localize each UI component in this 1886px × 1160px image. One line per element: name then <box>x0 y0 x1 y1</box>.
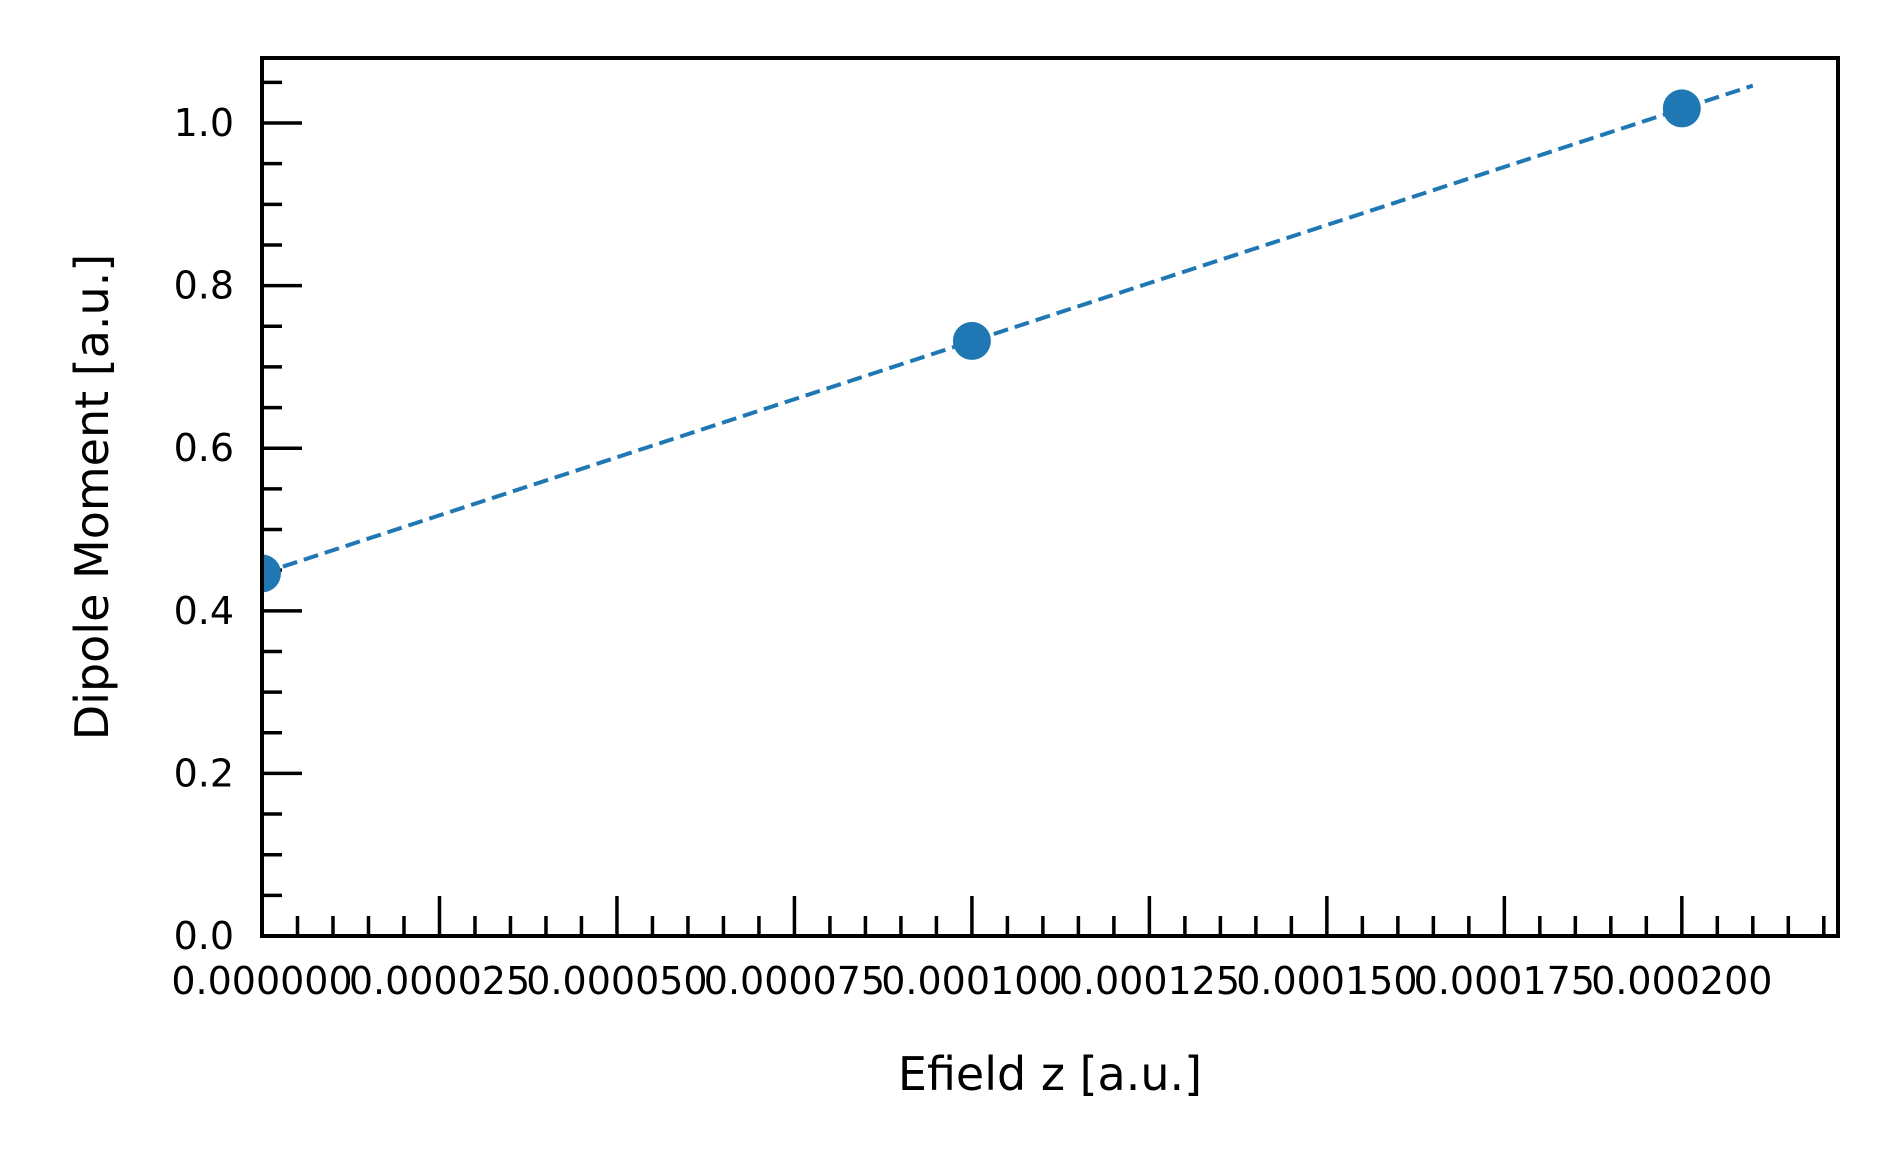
data-point <box>1662 89 1701 128</box>
x-tick-label: 0.000175 <box>1414 959 1595 1003</box>
y-tick-label: 0.4 <box>174 589 234 633</box>
minor-ticks <box>262 80 1826 936</box>
x-tick-label: 0.000125 <box>1059 959 1240 1003</box>
y-tick-label: 0.0 <box>174 914 234 958</box>
x-tick-label: 0.000050 <box>526 959 707 1003</box>
major-ticks <box>260 121 1684 938</box>
x-tick-label: 0.000150 <box>1236 959 1417 1003</box>
fit-line <box>262 83 1754 576</box>
x-axis-title: Efield z [a.u.] <box>898 1047 1202 1101</box>
x-tick-label: 0.000025 <box>349 959 530 1003</box>
x-tick-label: 0.000100 <box>881 959 1062 1003</box>
data-point <box>952 321 991 360</box>
data-point <box>262 554 281 593</box>
y-tick-label: 0.8 <box>174 264 234 308</box>
x-tick-label: 0.000075 <box>704 959 885 1003</box>
x-tick-label: 0.000000 <box>171 959 352 1003</box>
x-tick-labels: 0.0000000.0000250.0000500.0000750.000100… <box>171 959 1772 1003</box>
y-tick-label: 0.2 <box>174 751 234 795</box>
y-axis-title: Dipole Moment [a.u.] <box>65 254 119 740</box>
plot-frame <box>260 56 1840 938</box>
plot-content <box>262 83 1754 593</box>
x-tick-label: 0.000200 <box>1591 959 1772 1003</box>
y-tick-label: 0.6 <box>174 426 234 470</box>
y-tick-label: 1.0 <box>174 101 234 145</box>
y-tick-labels: 0.0 0.2 0.4 0.6 0.8 1.0 <box>174 101 234 958</box>
